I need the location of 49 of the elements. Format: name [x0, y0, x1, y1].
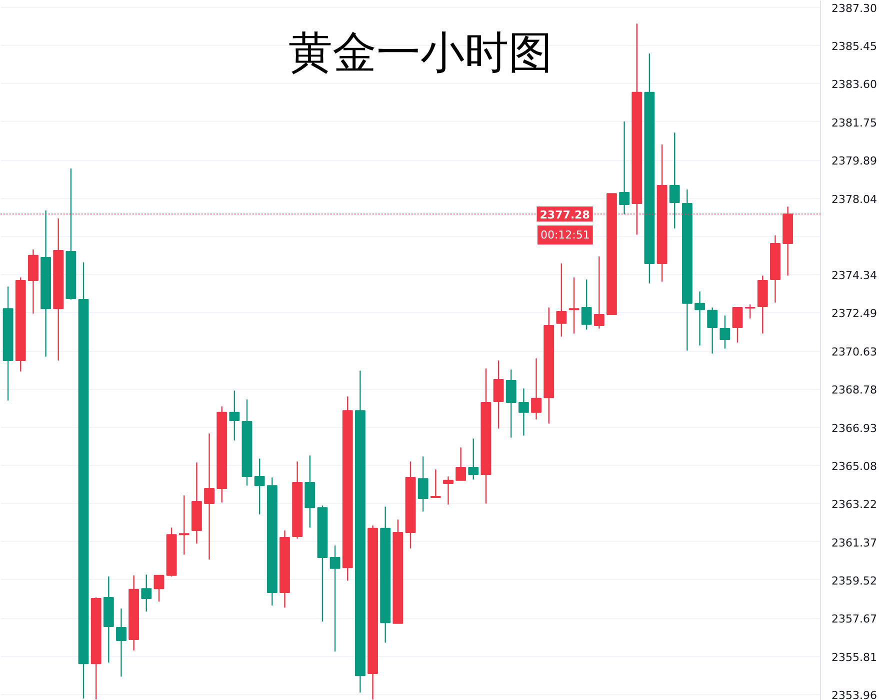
- candlestick: [443, 476, 454, 506]
- candlestick: [229, 390, 240, 442]
- candlestick: [518, 388, 529, 436]
- y-tick-label: 2363.22: [832, 498, 877, 512]
- y-tick-label: 2383.60: [832, 78, 877, 92]
- candlestick: [707, 306, 718, 354]
- candlestick: [732, 306, 743, 344]
- y-tick-label: 2381.75: [832, 116, 877, 130]
- candlestick: [568, 276, 580, 334]
- y-tick-label: 2366.93: [832, 422, 877, 435]
- candlestick: [744, 304, 756, 320]
- y-tick-label: 2368.78: [832, 384, 877, 397]
- y-tick-label: 2374.34: [832, 269, 877, 282]
- candlestick: [178, 494, 190, 556]
- candlestick: [456, 446, 466, 482]
- ref-line-label: 2377.28: [540, 208, 590, 222]
- y-tick-label: 2385.45: [832, 40, 877, 54]
- y-tick-label: 2353.96: [832, 689, 877, 700]
- y-tick-label: 2379.89: [832, 154, 877, 168]
- y-tick-label: 2361.37: [832, 536, 877, 550]
- candlestick: [116, 608, 126, 678]
- candlestick: [669, 132, 680, 230]
- candlestick: [141, 574, 152, 612]
- candlestick: [720, 314, 730, 350]
- y-tick-label: 2387.30: [832, 2, 877, 16]
- candlestick: [493, 360, 504, 430]
- candlestick: [619, 120, 630, 215]
- candlestick: [468, 438, 479, 480]
- y-tick-label: 2378.04: [832, 192, 877, 206]
- candlestick: [581, 278, 592, 330]
- candlestick: [531, 358, 542, 420]
- candlestick: [694, 290, 705, 346]
- candlestick: [430, 468, 441, 498]
- y-tick-label: 2359.52: [832, 574, 877, 588]
- candlestick: [330, 544, 340, 652]
- candlestick: [204, 432, 214, 560]
- candlestick: [556, 262, 567, 338]
- candlestick: [506, 368, 516, 438]
- candlestick: [154, 574, 164, 602]
- y-tick-label: 2370.63: [832, 346, 877, 359]
- annotation: 00:12:51: [540, 228, 590, 242]
- candlestick: [254, 458, 265, 516]
- text: 黄金一小时图: [288, 28, 552, 78]
- y-tick-label: 2365.08: [832, 460, 877, 473]
- candlestick: [418, 456, 428, 512]
- y-tick-label: 2355.81: [832, 650, 877, 664]
- y-tick-label: 2357.67: [832, 612, 877, 626]
- candlestick: [594, 256, 604, 330]
- y-tick-label: 2372.49: [832, 307, 877, 320]
